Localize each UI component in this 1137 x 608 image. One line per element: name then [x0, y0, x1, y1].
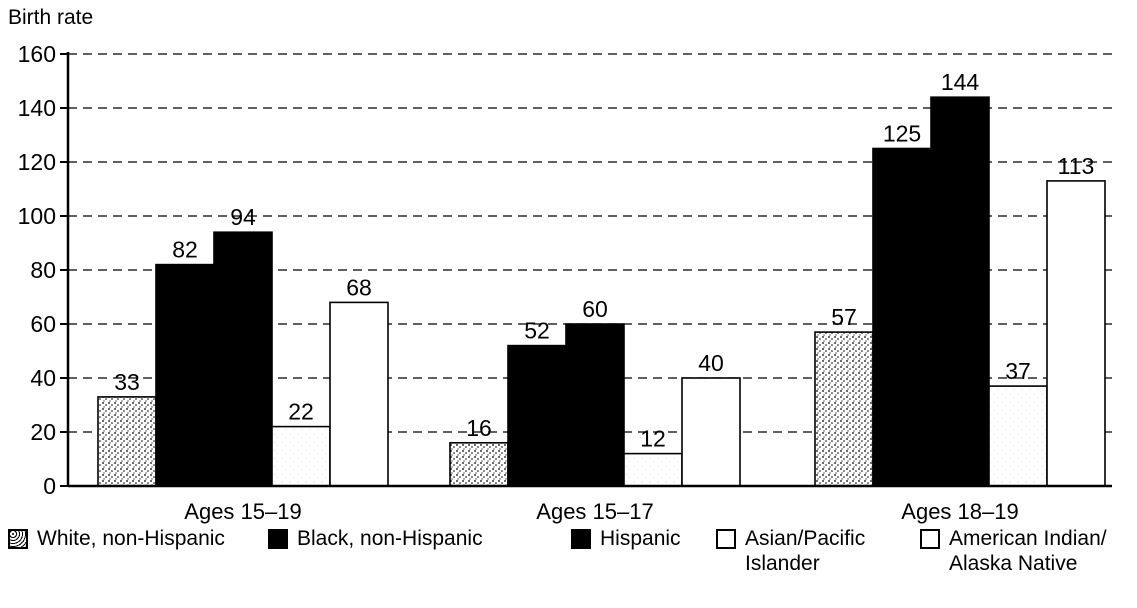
bar: [565, 323, 625, 487]
bar: [97, 396, 157, 487]
data-label: 144: [941, 69, 980, 95]
bar: [681, 377, 741, 487]
y-tick-label: 160: [18, 41, 56, 67]
legend-label: Black, non-Hispanic: [297, 527, 483, 550]
bar: [507, 344, 567, 487]
y-tick-label: 80: [30, 257, 56, 283]
data-label: 12: [640, 426, 666, 452]
y-tick-label: 40: [30, 365, 56, 391]
legend-label: American Indian/ Alaska Native: [949, 527, 1107, 575]
legend-item-american-indian: American Indian/ Alaska Native: [920, 526, 1130, 576]
legend-item-white: White, non-Hispanic: [8, 526, 225, 551]
bar: [988, 385, 1048, 487]
legend-swatch-black-icon: [571, 529, 591, 549]
data-label: 52: [524, 318, 550, 344]
data-label: 40: [698, 350, 724, 376]
legend: White, non-Hispanic Black, non-Hispanic …: [0, 520, 1137, 608]
legend-item-asian: Asian/Pacific Islander: [716, 526, 906, 576]
y-tick-label: 140: [18, 95, 56, 121]
data-label: 94: [230, 204, 256, 230]
bar: [449, 441, 509, 487]
data-label: 33: [114, 369, 140, 395]
data-label: 37: [1005, 358, 1031, 384]
bar: [1046, 180, 1106, 487]
data-label: 22: [288, 399, 314, 425]
legend-item-black: Black, non-Hispanic: [268, 526, 483, 551]
data-label: 68: [346, 274, 372, 300]
bar: [872, 147, 932, 487]
bar: [155, 263, 215, 487]
bar: [329, 301, 389, 487]
y-tick-label: 0: [43, 473, 56, 499]
bar: [213, 231, 273, 487]
legend-swatch-light-icon: [716, 529, 736, 549]
y-tick-label: 60: [30, 311, 56, 337]
data-label: 82: [172, 237, 198, 263]
y-tick-label: 20: [30, 419, 56, 445]
legend-label: White, non-Hispanic: [37, 527, 225, 550]
data-label: 16: [466, 415, 492, 441]
y-tick-label: 120: [18, 149, 56, 175]
x-tick-label: Ages 15–19: [184, 499, 301, 524]
bar: [271, 425, 331, 487]
legend-label: Asian/Pacific Islander: [745, 527, 866, 575]
bar: [814, 331, 874, 487]
legend-item-hispanic: Hispanic: [571, 526, 681, 551]
x-tick-label: Ages 18–19: [901, 499, 1018, 524]
bar: [930, 96, 990, 487]
data-label: 60: [582, 296, 608, 322]
data-label: 57: [831, 304, 857, 330]
data-label: 113: [1058, 153, 1095, 179]
legend-swatch-black-icon: [268, 529, 288, 549]
y-axis-label: Birth rate: [8, 6, 94, 29]
legend-swatch-stipple-icon: [8, 529, 28, 549]
legend-swatch-white-icon: [920, 529, 940, 549]
x-tick-label: Ages 15–17: [536, 499, 653, 524]
data-label: 125: [883, 121, 921, 147]
y-tick-label: 100: [18, 203, 56, 229]
bar: [623, 452, 683, 487]
legend-label: Hispanic: [600, 527, 681, 550]
